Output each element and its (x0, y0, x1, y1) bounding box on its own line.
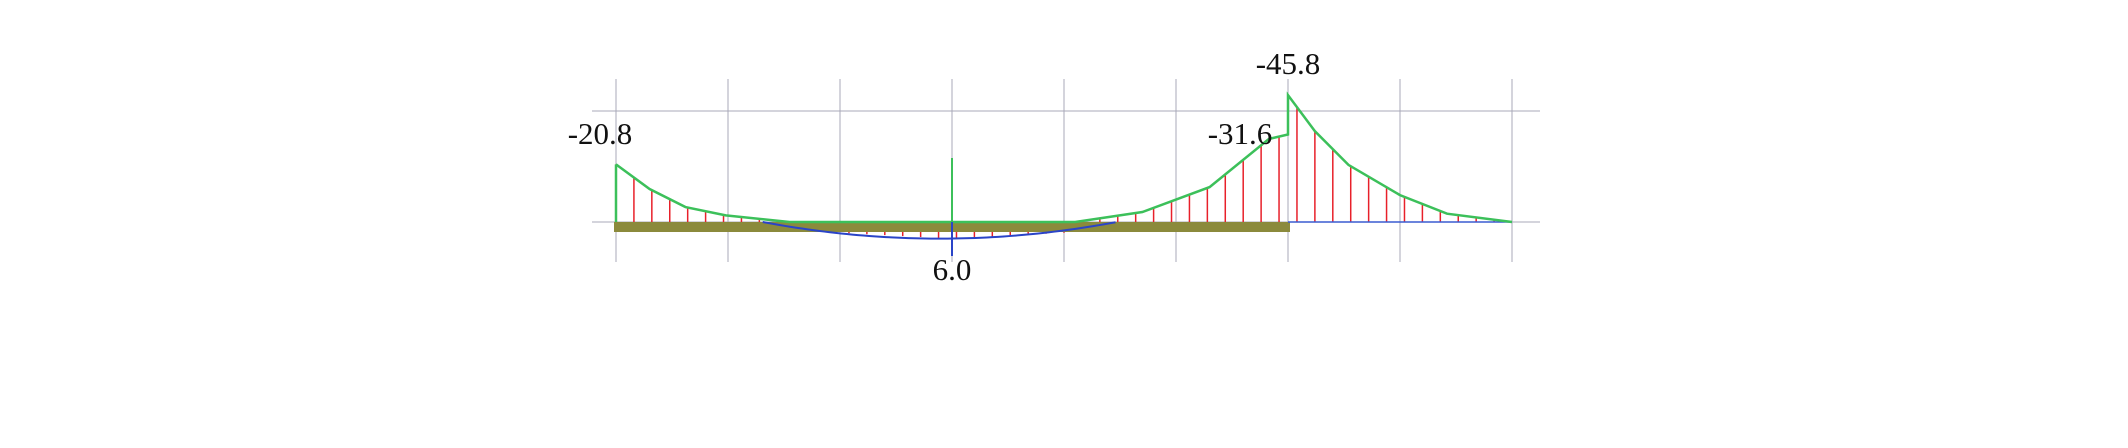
label-midspan-moment: 6.0 (933, 252, 972, 287)
label-left-support-moment: -20.8 (568, 116, 633, 151)
label-interior-left-moment: -31.6 (1208, 116, 1273, 151)
grid-lines (592, 79, 1540, 262)
negative-envelope-curve (615, 91, 1513, 224)
label-interior-right-moment: -45.8 (1256, 46, 1321, 81)
envelope-curves (614, 91, 1513, 240)
positive-envelope-curve (762, 221, 1116, 240)
